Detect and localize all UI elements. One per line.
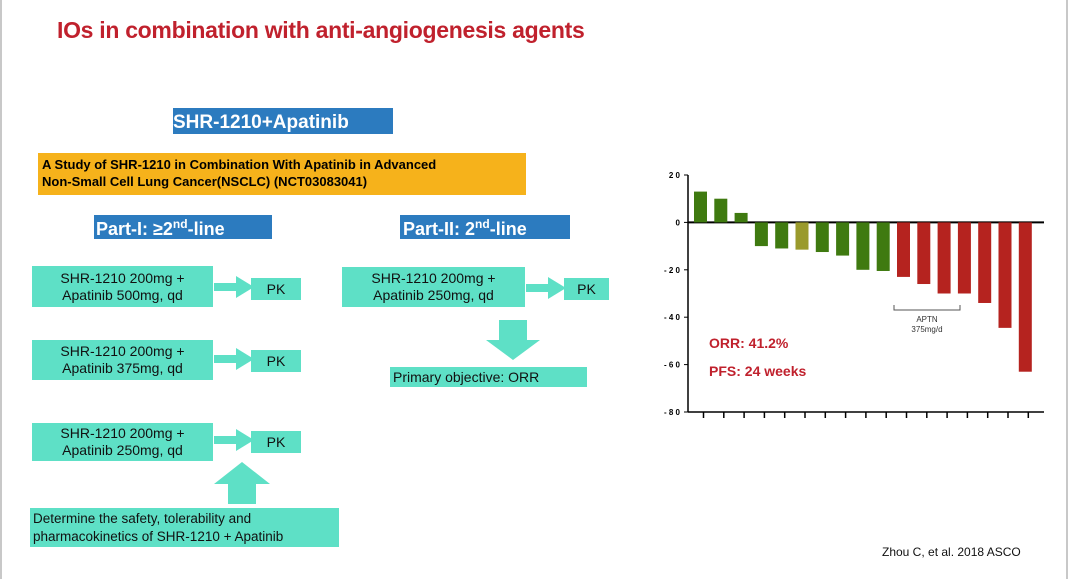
part2-arm-arrow (526, 277, 566, 299)
down-arrow (486, 320, 540, 360)
part1-header-suffix: -line (187, 219, 225, 239)
bar (998, 222, 1012, 328)
part1-arm3-arrow (214, 429, 254, 451)
up-arrow (214, 462, 270, 504)
y-tick-label: - 6 0 (664, 361, 681, 370)
bar (917, 222, 931, 285)
aptn-bracket (893, 305, 961, 311)
part1-arm1-box: SHR-1210 200mg + Apatinib 500mg, qd (32, 266, 213, 307)
aptn-label: APTN (916, 315, 938, 324)
study-title-line1: A Study of SHR-1210 in Combination With … (42, 157, 437, 172)
primary-objective-box: Primary objective: ORR (390, 367, 587, 387)
pfs-label: PFS: 24 weeks (709, 363, 807, 379)
part2-header-prefix: Part-II: 2 (403, 219, 476, 239)
slide-right-border (1066, 0, 1068, 579)
part1-arm2-arrow (214, 348, 254, 370)
safety-line2: pharmacokinetics of SHR-1210 + Apatinib (33, 529, 284, 544)
drug-header: SHR-1210+Apatinib (173, 108, 393, 134)
citation: Zhou C, et al. 2018 ASCO (882, 545, 1021, 559)
part1-arm1-line2: Apatinib 500mg, qd (62, 286, 183, 303)
orr-label: ORR: 41.2% (709, 335, 789, 351)
part1-arm3-line2: Apatinib 250mg, qd (62, 442, 183, 458)
bar (734, 212, 748, 223)
part2-arm-line2: Apatinib 250mg, qd (373, 287, 494, 303)
part1-arm1-line1: SHR-1210 200mg + (60, 269, 185, 286)
part2-header-suffix: -line (489, 219, 527, 239)
part1-header-sup: nd (172, 217, 188, 231)
bar (815, 222, 829, 253)
part1-arm3-box: SHR-1210 200mg + Apatinib 250mg, qd (32, 423, 213, 461)
slide-left-border (0, 0, 2, 579)
bar (795, 222, 809, 250)
part2-arm-line1: SHR-1210 200mg + (371, 270, 496, 286)
part2-arm-box: SHR-1210 200mg + Apatinib 250mg, qd (342, 267, 525, 307)
bar (714, 198, 728, 223)
bar (836, 222, 850, 256)
study-title-line2: Non-Small Cell Lung Cancer(NSCLC) (NCT03… (42, 174, 368, 189)
y-tick-label: 0 (676, 218, 681, 227)
part1-arm1-arrow (214, 276, 254, 298)
bar (1018, 222, 1032, 372)
bar (957, 222, 971, 294)
bar (978, 222, 992, 303)
part1-arm3-pk: PK (251, 431, 301, 453)
bar (897, 222, 910, 277)
bar (694, 191, 707, 223)
study-title-box: A Study of SHR-1210 in Combination With … (38, 153, 526, 195)
y-tick-label: 2 0 (669, 171, 681, 180)
bar (856, 222, 870, 270)
part2-header: Part-II: 2nd-line (400, 215, 570, 239)
safety-line1: Determine the safety, tolerability and (33, 511, 252, 526)
y-tick-label: - 2 0 (664, 266, 681, 275)
bar (775, 222, 789, 249)
bar (937, 222, 951, 294)
part1-arm2-box: SHR-1210 200mg + Apatinib 375mg, qd (32, 340, 213, 380)
part1-arm2-pk: PK (251, 350, 301, 372)
aptn-dose-label: 375mg/d (911, 325, 942, 334)
part2-header-sup: nd (475, 217, 490, 231)
slide-title: IOs in combination with anti-angiogenesi… (57, 17, 585, 43)
part1-arm3-line1: SHR-1210 200mg + (60, 425, 185, 441)
part1-arm2-line1: SHR-1210 200mg + (60, 343, 185, 359)
part1-arm1-pk: PK (251, 278, 301, 300)
part1-header: Part-I: ≥2nd-line (94, 215, 272, 239)
bar (876, 222, 890, 271)
safety-objective-box: Determine the safety, tolerability and p… (30, 508, 339, 547)
y-tick-label: - 4 0 (664, 313, 681, 322)
part1-arm2-line2: Apatinib 375mg, qd (62, 360, 183, 376)
bar (754, 222, 768, 247)
y-tick-label: - 8 0 (664, 408, 681, 417)
part2-arm-pk: PK (564, 278, 609, 300)
part1-header-prefix: Part-I: ≥2 (96, 219, 173, 239)
